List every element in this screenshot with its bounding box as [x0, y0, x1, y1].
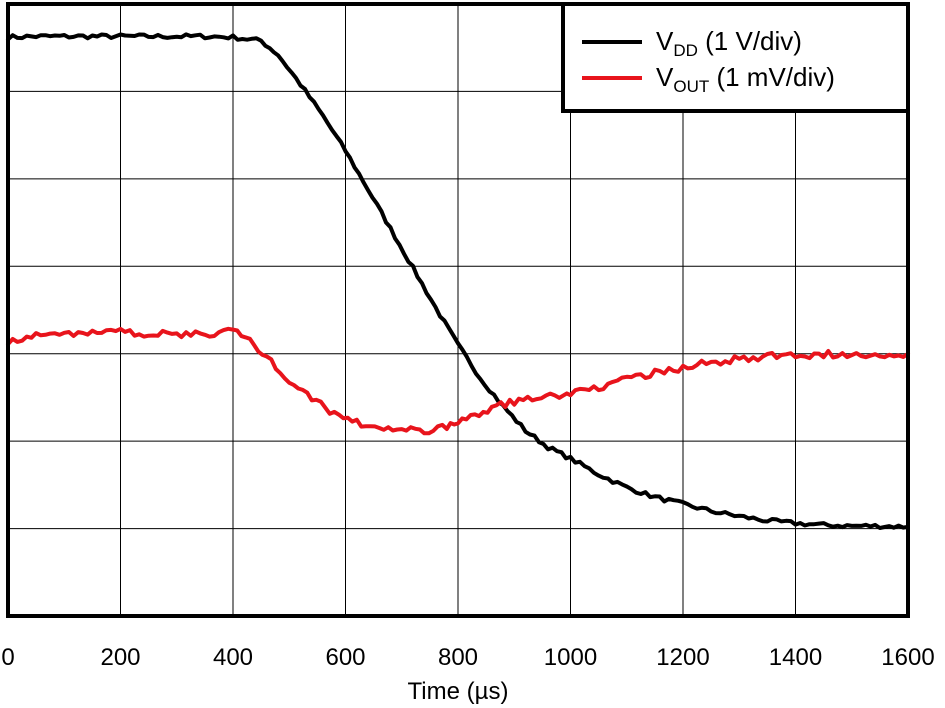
- series-line-vdd: [6, 32, 910, 530]
- legend-vdd-sub: DD: [673, 41, 698, 60]
- x-tick-labels: 0 200 400 600 800 1000 1200 1400 1600: [1, 644, 934, 671]
- gridlines: [8, 4, 908, 616]
- x-tick-label: 1200: [656, 644, 709, 671]
- x-tick-label: 0: [1, 644, 14, 671]
- x-tick-label: 800: [438, 644, 478, 671]
- x-axis-title: Time (µs): [408, 678, 509, 705]
- series-line-vout: [6, 326, 910, 436]
- plot-series: [6, 32, 910, 530]
- x-tick-label: 1400: [769, 644, 822, 671]
- x-tick-label: 1600: [881, 644, 934, 671]
- legend-vout-main: V: [656, 62, 674, 92]
- legend-box: [561, 2, 910, 113]
- legend-vdd-main: V: [656, 26, 674, 56]
- legend-vout-rest: (1 mV/div): [709, 62, 835, 92]
- legend-vdd-rest: (1 V/div): [698, 26, 802, 56]
- legend-vout-sub: OUT: [673, 77, 709, 96]
- legend-label-vdd: VDD (1 V/div): [656, 26, 802, 60]
- x-tick-label: 200: [100, 644, 140, 671]
- plot-frame: [6, 2, 910, 618]
- x-tick-label: 400: [213, 644, 253, 671]
- x-tick-label: 600: [325, 644, 365, 671]
- legend: VDD (1 V/div) VOUT (1 mV/div): [561, 2, 910, 113]
- legend-label-vout: VOUT (1 mV/div): [656, 62, 835, 96]
- x-tick-label: 1000: [544, 644, 597, 671]
